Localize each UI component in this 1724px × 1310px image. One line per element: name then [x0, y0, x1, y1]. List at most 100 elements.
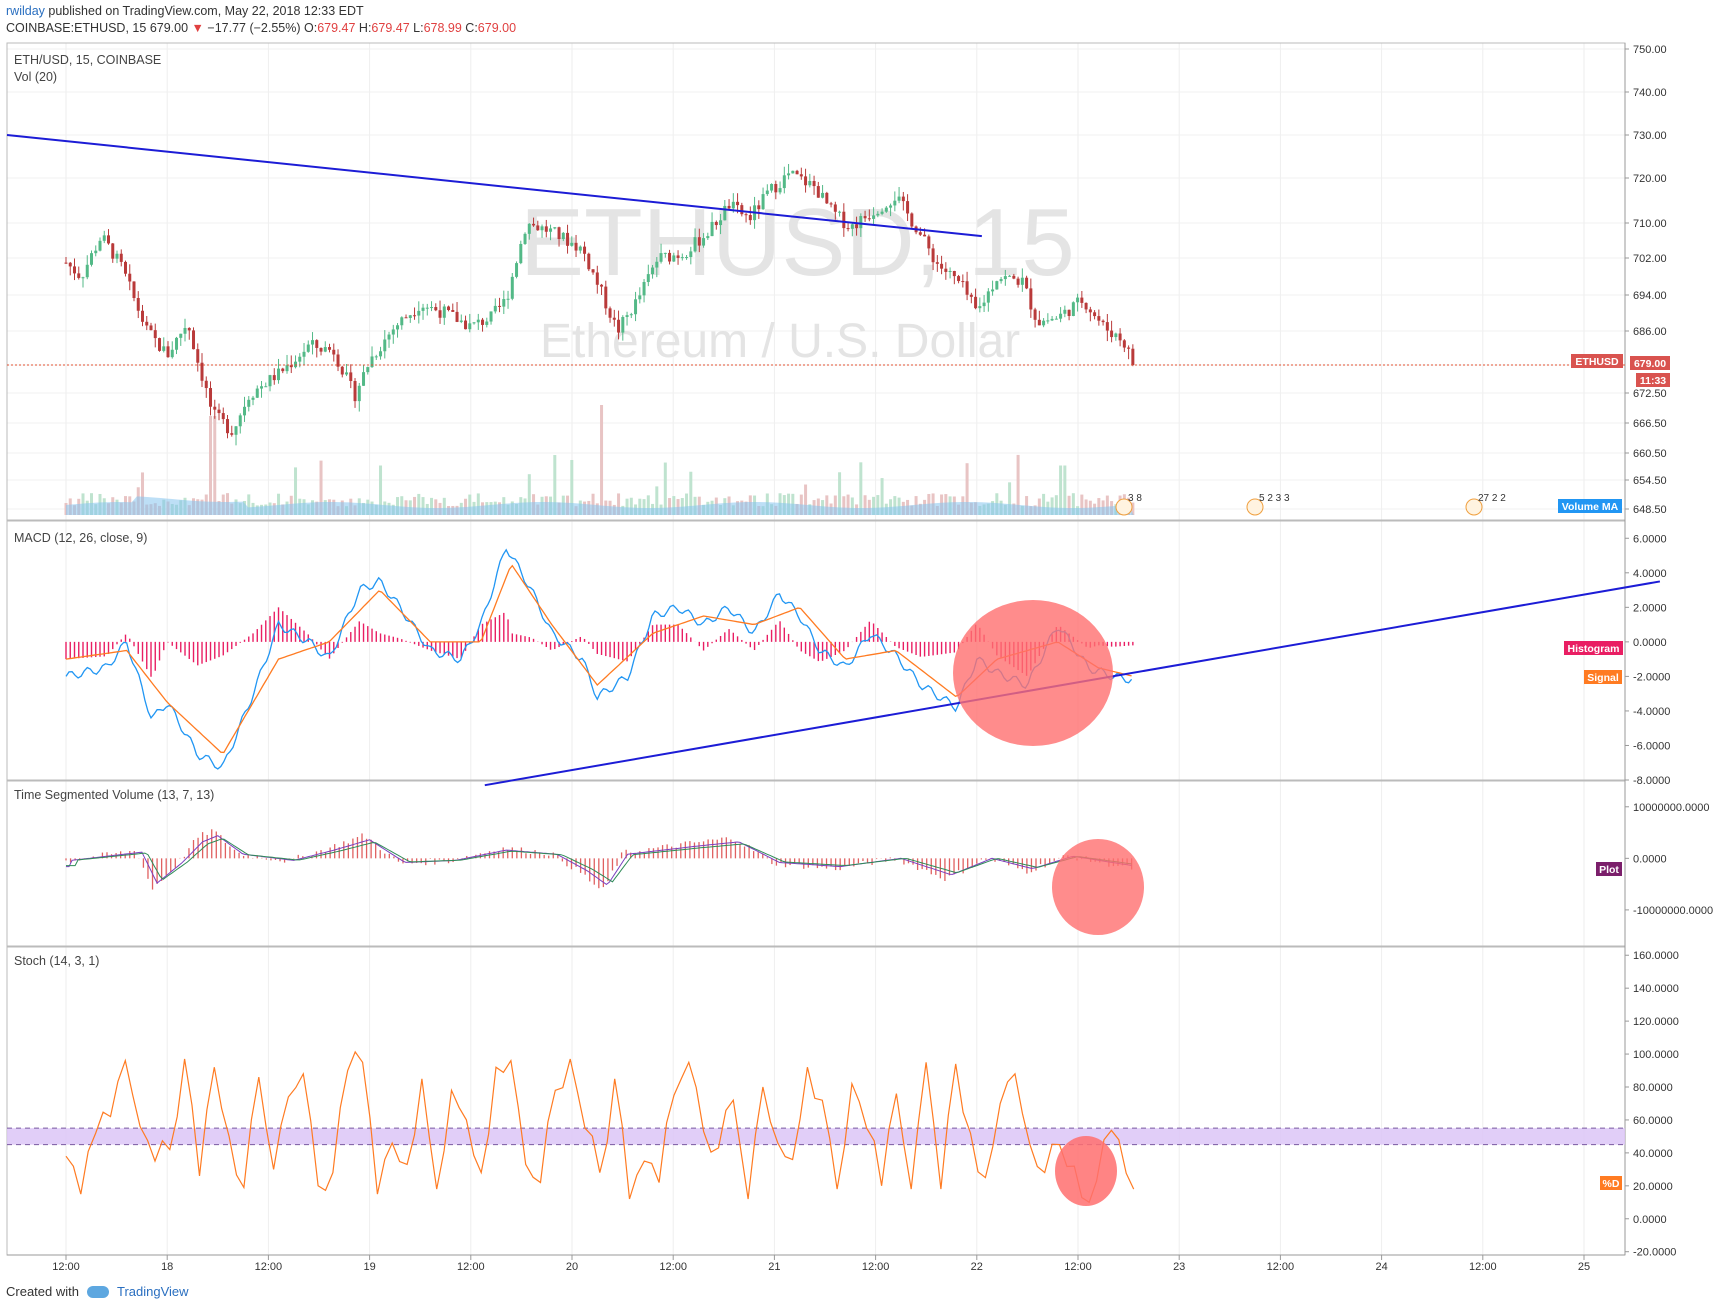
event-marker-label: 3 8: [1128, 493, 1142, 504]
candle-body: [825, 192, 829, 204]
candle-body: [676, 255, 680, 258]
candle-body: [532, 223, 536, 226]
macd-lines: [65, 548, 1133, 770]
candle-body: [115, 253, 119, 259]
candle-body: [702, 238, 706, 246]
axis-tick-label: 4.0000: [1633, 568, 1667, 580]
volume-bar: [680, 498, 684, 515]
axis-tick-label: 660.50: [1633, 448, 1667, 460]
axis-tick-label: 672.50: [1633, 388, 1667, 400]
candle-body: [472, 322, 476, 324]
candle-body: [107, 235, 111, 244]
close-value: 679.00: [477, 21, 517, 35]
volume-bar: [1008, 482, 1012, 515]
axis-tick-label: 694.00: [1633, 290, 1667, 302]
histogram-tag: Histogram: [1568, 643, 1620, 655]
time-tick-label: 12:00: [1469, 1261, 1497, 1273]
candle-body: [1020, 277, 1024, 285]
signal-tag-bg: [1584, 670, 1622, 684]
time-tick-label: 20: [566, 1261, 578, 1273]
event-flag-icon: [1465, 498, 1483, 516]
volume-ma-area: [66, 496, 1134, 515]
candle-body: [481, 319, 485, 325]
candle-body: [515, 263, 519, 277]
candle-body: [1063, 309, 1067, 314]
volume-title: Vol (20): [14, 70, 58, 84]
close-label: C:: [465, 21, 478, 35]
event-flag-icon: [1246, 498, 1264, 516]
candle-body: [816, 186, 820, 198]
volume-bar: [1067, 495, 1071, 515]
candle-body: [587, 253, 591, 270]
volume-bar: [625, 498, 629, 515]
author-link[interactable]: rwilday: [6, 4, 45, 18]
candle-body: [370, 356, 374, 368]
candle-body: [621, 317, 625, 333]
axis-tick-label: 0.0000: [1633, 637, 1667, 649]
candle-body: [489, 311, 493, 322]
candle-body: [328, 347, 332, 350]
last-price: 679.00: [149, 21, 189, 35]
candle-body: [77, 273, 81, 278]
candle-body: [268, 375, 272, 387]
candle-body: [434, 307, 438, 311]
tradingview-logo[interactable]: TradingView: [116, 1284, 189, 1299]
candle-body: [124, 261, 128, 274]
time-tick-label: 12:00: [659, 1261, 687, 1273]
candle-body: [940, 263, 944, 269]
candle-body: [561, 232, 565, 240]
axis-tick-label: 60.0000: [1633, 1115, 1673, 1127]
candle-body: [366, 367, 370, 373]
volume-bar: [668, 498, 672, 515]
candle-body: [1059, 313, 1063, 319]
candle-body: [838, 211, 842, 213]
countdown-tag-bg: [1636, 373, 1670, 387]
axis-tick-label: 750.00: [1633, 44, 1667, 56]
candle-body: [935, 262, 939, 264]
volume-bar: [672, 496, 676, 515]
volume-bar: [1050, 497, 1054, 515]
annotations: [6, 134, 1661, 1206]
candle-body: [995, 281, 999, 290]
volume-bar: [629, 497, 633, 515]
candle-body: [413, 315, 417, 317]
volume-bar: [867, 499, 871, 515]
candle-body: [748, 215, 752, 221]
candle-body: [485, 321, 489, 325]
candle-body: [1114, 333, 1118, 338]
candle-body: [153, 330, 157, 339]
candle-body: [859, 216, 863, 229]
candle-body: [791, 170, 795, 174]
candle-body: [1080, 297, 1084, 303]
candle-body: [872, 215, 876, 219]
candle-body: [408, 315, 412, 318]
candle-body: [923, 234, 927, 237]
candle-body: [243, 406, 247, 416]
candle-body: [931, 248, 935, 263]
created-with-label: Created with: [6, 1284, 79, 1299]
candle-body: [719, 220, 723, 226]
candle-body: [442, 306, 446, 318]
candle-body: [260, 386, 264, 389]
candle-body: [183, 327, 187, 334]
time-tick-label: 12:00: [255, 1261, 283, 1273]
macd-line: [65, 548, 1133, 770]
candle-body: [204, 380, 208, 389]
candle-body: [90, 253, 94, 265]
candle-body: [549, 228, 553, 232]
candle-body: [1012, 275, 1016, 279]
candle-body: [689, 251, 693, 258]
candle-body: [1042, 320, 1046, 326]
time-tick-label: 12:00: [52, 1261, 80, 1273]
plot-tag: Plot: [1599, 864, 1619, 876]
volume-bar: [1084, 499, 1088, 515]
candle-body: [583, 246, 587, 254]
candle-body: [506, 298, 510, 300]
candle-body: [1050, 318, 1054, 321]
volume-bar: [247, 494, 251, 515]
candle-body: [634, 299, 638, 315]
candle-body: [192, 330, 196, 350]
candle-body: [166, 346, 170, 358]
stoch-lines: [7, 1050, 1625, 1204]
